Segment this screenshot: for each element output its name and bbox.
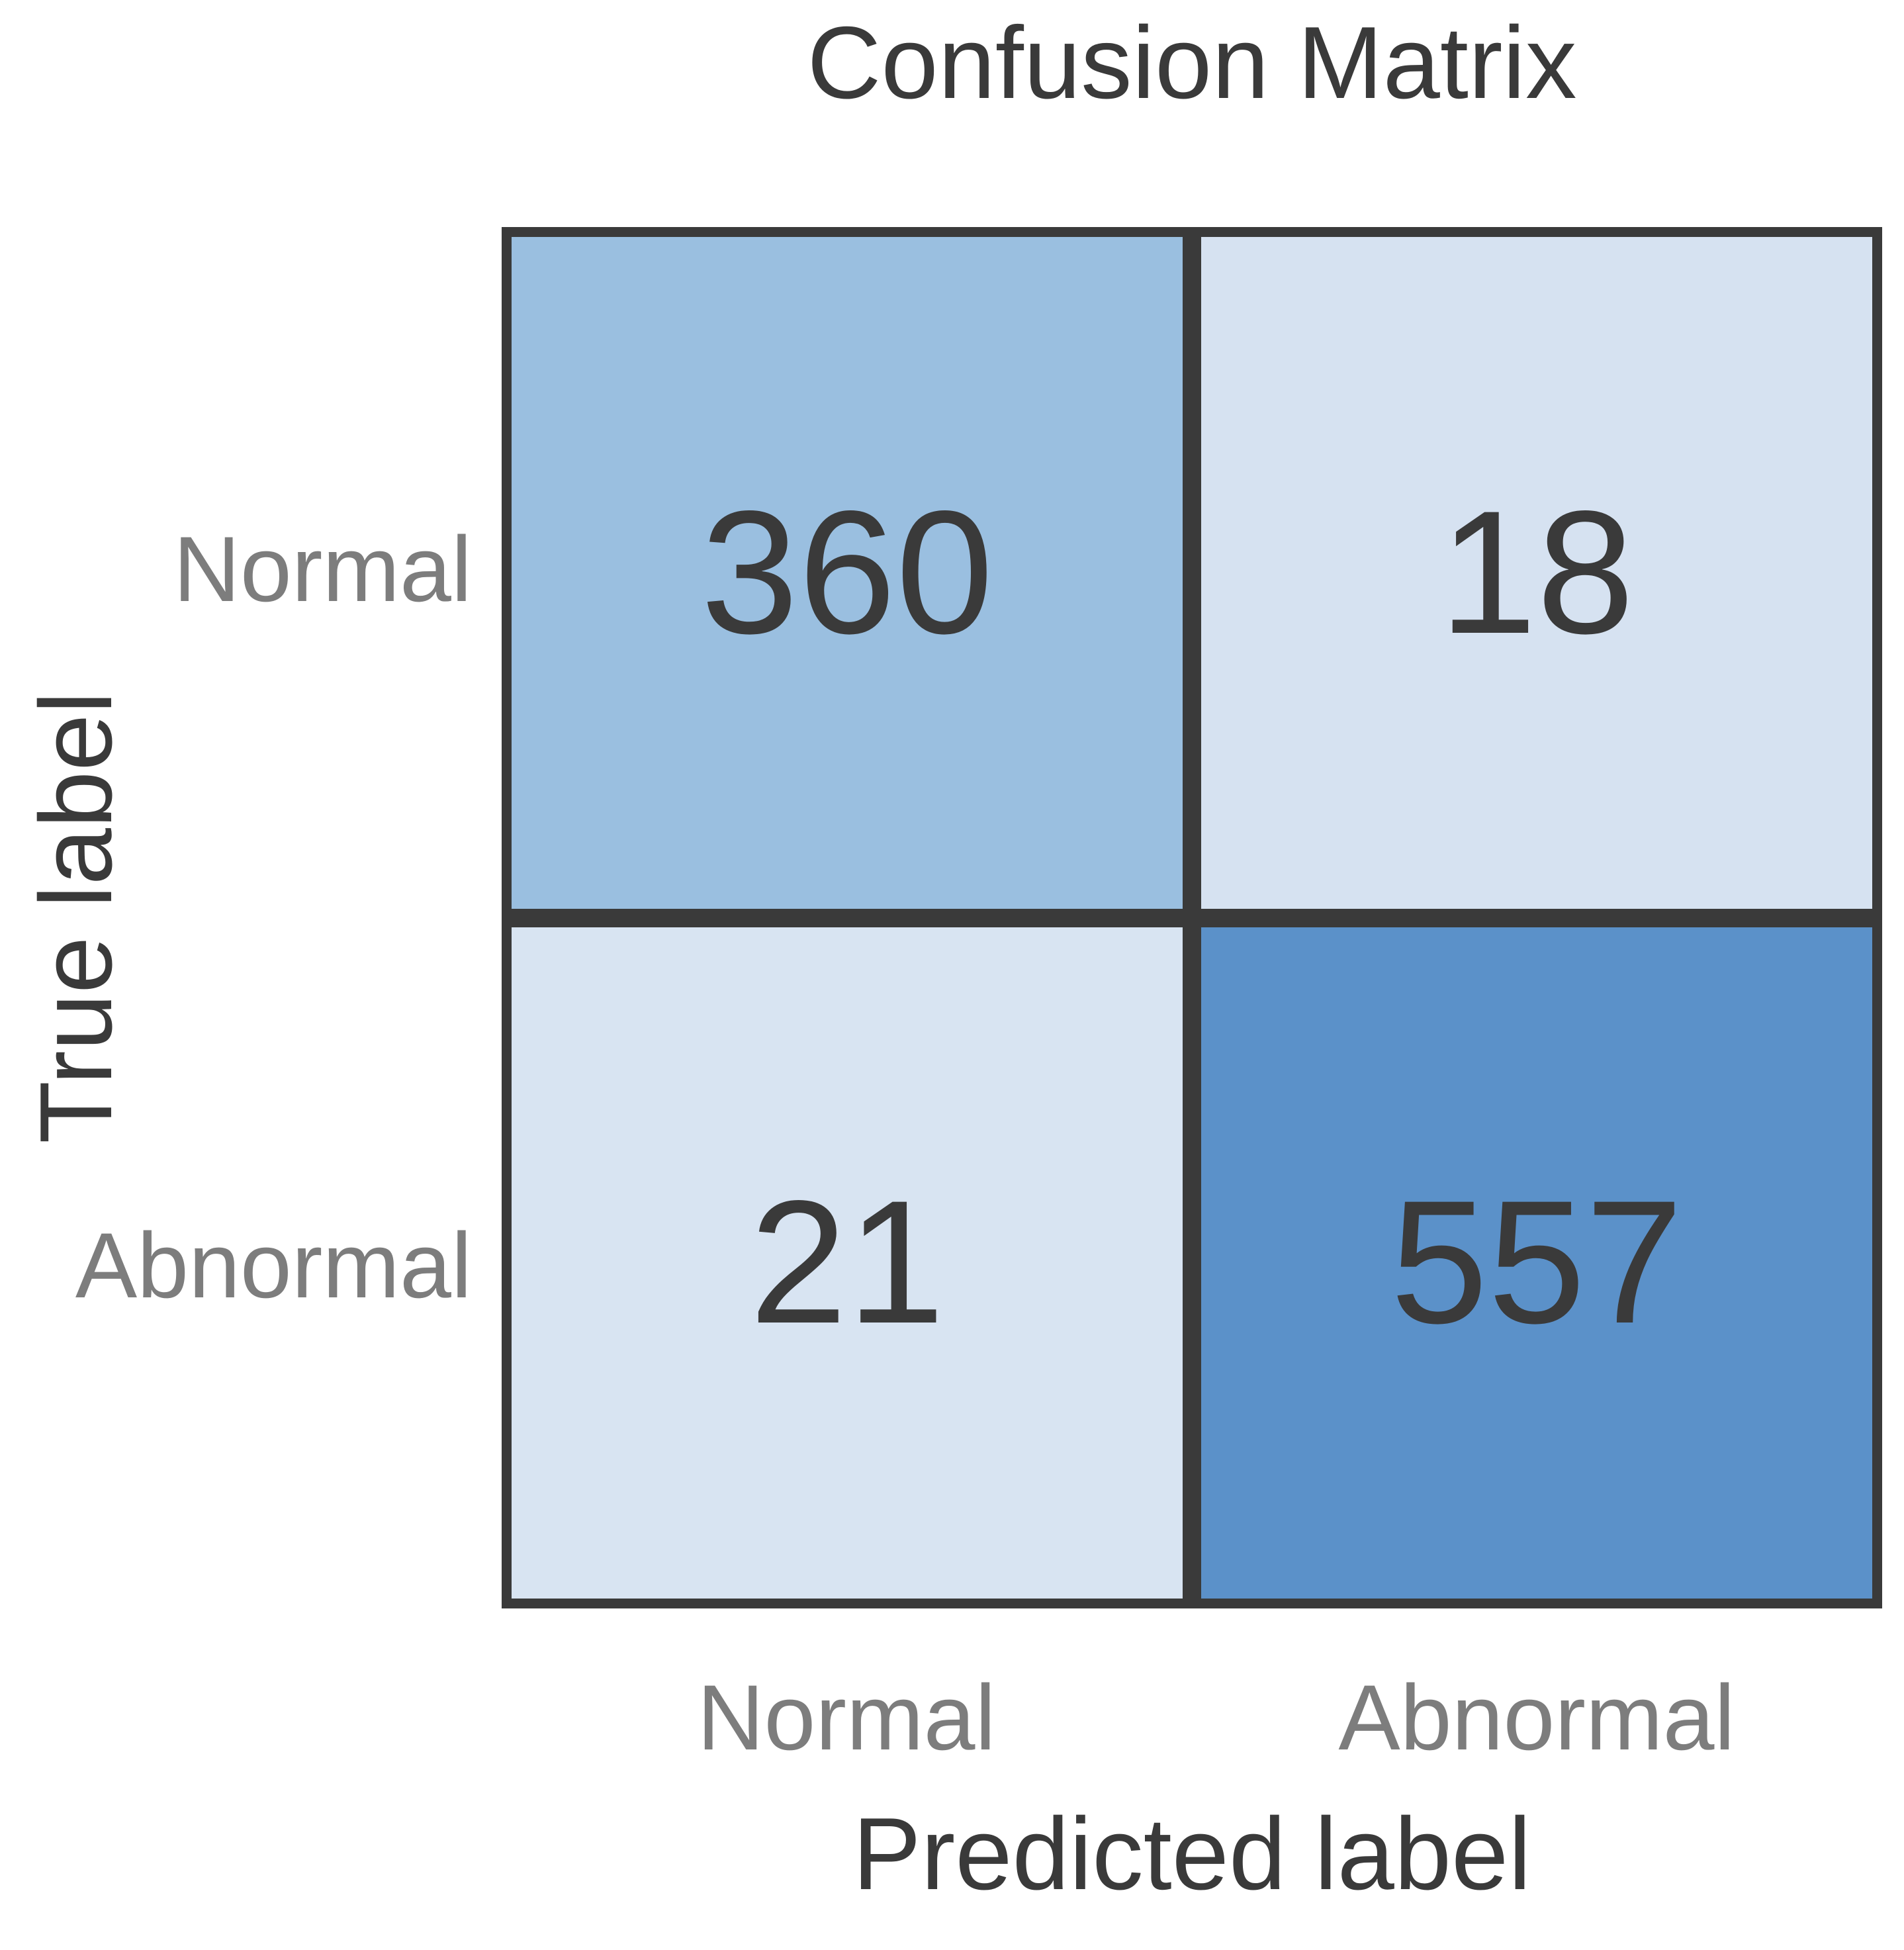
x-tick-label-abnormal: Abnormal bbox=[1338, 1665, 1735, 1769]
cell-true-abnormal-pred-abnormal: 557 bbox=[1201, 927, 1872, 1599]
cell-true-normal-pred-abnormal: 18 bbox=[1201, 237, 1872, 909]
confusion-matrix-grid: 360 18 21 557 bbox=[502, 227, 1882, 1608]
cell-value-true-abnormal-pred-normal: 21 bbox=[749, 1164, 945, 1361]
y-axis-label: True label bbox=[19, 691, 133, 1144]
x-tick-label-normal: Normal bbox=[697, 1665, 996, 1769]
cell-value-true-normal-pred-abnormal: 18 bbox=[1439, 474, 1635, 671]
cell-value-true-normal-pred-normal: 360 bbox=[700, 474, 994, 671]
y-tick-label-normal: Normal bbox=[173, 517, 472, 621]
x-axis-label: Predicted label bbox=[852, 1796, 1531, 1911]
cell-value-true-abnormal-pred-abnormal: 557 bbox=[1390, 1164, 1684, 1361]
y-tick-label-abnormal: Abnormal bbox=[75, 1213, 472, 1317]
cell-true-abnormal-pred-normal: 21 bbox=[512, 927, 1183, 1599]
chart-title: Confusion Matrix bbox=[807, 5, 1577, 120]
cell-true-normal-pred-normal: 360 bbox=[512, 237, 1183, 909]
